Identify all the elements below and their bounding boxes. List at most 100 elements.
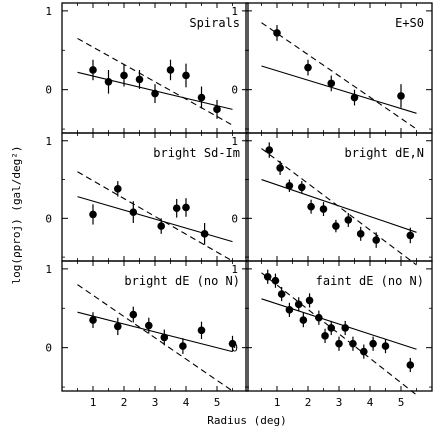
panel-1: 1 0 Spirals <box>45 2 249 134</box>
data-point <box>89 210 97 219</box>
data-point <box>381 342 390 350</box>
data-point <box>273 29 281 37</box>
data-point <box>129 208 138 216</box>
data-point <box>182 71 190 80</box>
data-point <box>145 321 153 330</box>
data-point <box>356 230 365 238</box>
data-point <box>263 272 272 281</box>
data-point <box>197 93 206 102</box>
data-point <box>307 202 315 211</box>
data-point <box>294 300 303 309</box>
data-point <box>406 231 415 240</box>
panel-title: bright Sd-Im <box>153 146 240 160</box>
y-tick-label: 0 <box>45 342 52 355</box>
data-point <box>89 66 97 74</box>
data-point <box>397 92 405 100</box>
panel-title: Spirals <box>189 16 240 30</box>
x-tick-label: 3 <box>152 396 159 409</box>
x-tick-label: 2 <box>121 396 128 409</box>
fit-line-dashed <box>77 284 233 392</box>
x-tick-label: 1 <box>90 396 97 409</box>
data-point <box>277 290 286 298</box>
data-point <box>304 63 312 72</box>
data-point <box>151 89 159 98</box>
data-point <box>319 205 328 213</box>
data-point <box>350 93 359 102</box>
fit-line-solid <box>77 196 233 243</box>
data-point <box>179 342 187 350</box>
data-point <box>135 75 144 84</box>
panel-2: 1 0 E+S0 <box>231 2 433 134</box>
fit-line-dashed <box>261 272 417 396</box>
x-tick-label: 5 <box>214 396 221 409</box>
y-tick-label: 1 <box>231 135 238 148</box>
data-point <box>228 339 237 348</box>
data-point <box>89 316 97 324</box>
x-tick-label: 3 <box>336 396 343 409</box>
y-tick-label: 0 <box>45 84 52 97</box>
y-tick-label: 1 <box>45 135 52 148</box>
data-point <box>265 146 274 154</box>
panel-3: 1 0 bright Sd-Im <box>45 132 249 262</box>
fit-line-dashed <box>261 22 417 130</box>
data-point <box>315 313 323 322</box>
data-point <box>341 324 350 332</box>
fit-line-dashed <box>77 171 233 262</box>
panel-title: E+S0 <box>395 16 424 30</box>
data-point <box>285 181 294 190</box>
data-point <box>327 324 336 332</box>
data-point <box>305 296 314 305</box>
fit-line-dashed <box>77 37 233 126</box>
data-point <box>129 310 138 319</box>
data-point <box>344 216 353 224</box>
panel-6: 1 0 1 2 3 4 5 faint dE (no N) <box>231 260 433 409</box>
y-tick-label: 1 <box>45 263 52 276</box>
data-point <box>104 77 113 86</box>
x-tick-label: 4 <box>183 396 190 409</box>
data-point <box>369 339 377 348</box>
data-point <box>157 222 165 230</box>
data-point <box>160 333 169 342</box>
data-point <box>360 347 368 356</box>
data-point <box>213 105 221 114</box>
data-point <box>182 203 190 212</box>
fit-line-solid <box>261 65 417 114</box>
data-point <box>327 79 336 88</box>
data-point <box>349 339 357 348</box>
panel-title: bright dE (no N) <box>124 274 240 288</box>
data-point <box>114 185 122 193</box>
data-point <box>298 183 306 192</box>
x-tick-label: 2 <box>305 396 312 409</box>
data-point <box>332 222 340 230</box>
fit-line-dashed <box>261 148 417 266</box>
y-tick-label: 1 <box>45 5 52 18</box>
y-tick-label: 0 <box>231 212 238 225</box>
panel-title: faint dE (no N) <box>316 274 424 288</box>
data-point <box>299 316 308 324</box>
x-tick-label: 1 <box>274 396 281 409</box>
y-tick-label: 0 <box>231 84 238 97</box>
data-point <box>271 276 280 285</box>
data-point <box>372 236 381 244</box>
data-point <box>166 66 175 74</box>
data-point <box>120 71 128 80</box>
data-point <box>335 339 343 348</box>
y-tick-label: 1 <box>231 263 238 276</box>
data-point <box>200 230 209 238</box>
y-tick-label: 0 <box>231 342 238 355</box>
data-point <box>285 306 294 314</box>
y-axis-label: log(ρproj) (gal/deg²) <box>10 145 23 284</box>
data-point <box>406 361 415 369</box>
x-tick-label: 4 <box>367 396 374 409</box>
panel-title: bright dE,N <box>345 146 424 160</box>
data-point <box>172 204 181 213</box>
y-tick-label: 0 <box>45 212 52 225</box>
x-tick-label: 5 <box>398 396 405 409</box>
x-axis-label: Radius (deg) <box>207 414 286 427</box>
data-point <box>114 322 122 331</box>
fit-line-solid <box>77 311 233 353</box>
y-tick-label: 1 <box>231 5 238 18</box>
data-point <box>321 332 329 340</box>
